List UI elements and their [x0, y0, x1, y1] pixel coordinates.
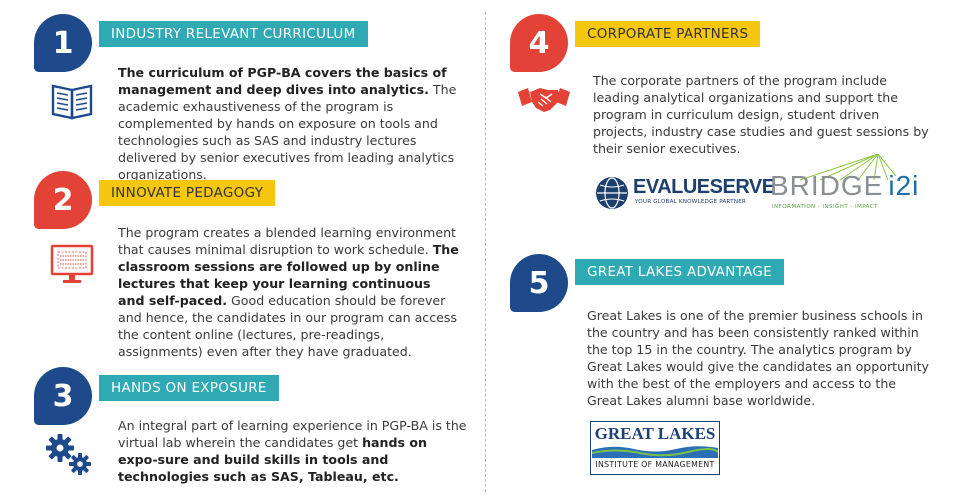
section-3-title: HANDS ON EXPOSURE	[99, 375, 279, 401]
speech-bubble-shape	[34, 367, 92, 425]
bridgei2i-wordmark: BRIDGE i2i	[770, 170, 919, 202]
section-1-number: 1	[52, 25, 74, 61]
great-lakes-tagline: INSTITUTE OF MANAGEMENT	[595, 460, 715, 469]
section-2-text-bold: The classroom sessions are followed up b…	[118, 242, 459, 308]
section-5-title: GREAT LAKES ADVANTAGE	[575, 259, 784, 285]
handshake-icon	[516, 82, 572, 120]
speech-bubble-shape	[510, 254, 568, 312]
speech-bubble-shape	[34, 171, 92, 229]
section-1-text: The academic exhaustiveness of the progr…	[118, 82, 457, 182]
section-2-title: INNOVATE PEDAGOGY	[99, 180, 276, 206]
section-4-title: CORPORATE PARTNERS	[575, 21, 761, 47]
section-5-text: Great Lakes is one of the premier busine…	[587, 308, 929, 408]
gears-icon	[44, 432, 96, 482]
wave-icon	[592, 446, 718, 458]
section-3-number-badge: 3	[34, 367, 92, 425]
section-1-number-badge: 1	[34, 14, 92, 72]
section-2-number-badge: 2	[34, 171, 92, 229]
speech-bubble-shape	[34, 14, 92, 72]
speech-bubble-shape	[510, 14, 568, 72]
section-3-number: 3	[52, 378, 74, 414]
book-icon	[50, 84, 94, 124]
section-5-body: Great Lakes is one of the premier busine…	[587, 307, 932, 409]
light-rays-icon	[799, 154, 897, 181]
section-2-text-1: The program creates a blended learning e…	[118, 225, 456, 257]
great-lakes-logo: GREAT LAKES INSTITUTE OF MANAGEMENT	[590, 421, 720, 475]
section-3-body: An integral part of learning experience …	[118, 417, 468, 485]
section-5-number: 5	[528, 265, 550, 301]
evalueserve-tagline: YOUR GLOBAL KNOWLEDGE PARTNER	[635, 199, 747, 205]
section-4-text: The corporate partners of the program in…	[593, 73, 929, 156]
section-3-text: An integral part of learning experience …	[118, 418, 467, 450]
section-1-text-bold: The curriculum of PGP-BA covers the basi…	[118, 65, 447, 97]
section-3-text-bold: hands on expo-sure and build skills in t…	[118, 435, 428, 484]
globe-icon	[596, 177, 628, 209]
great-lakes-wordmark: GREAT LAKES	[594, 424, 716, 443]
section-2-number: 2	[52, 182, 74, 218]
section-5-number-badge: 5	[510, 254, 568, 312]
evalueserve-logo: EVALUESERVE YOUR GLOBAL KNOWLEDGE PARTNE…	[595, 174, 775, 212]
monitor-icon	[50, 244, 94, 290]
i2i-text: i2i	[888, 170, 920, 201]
section-4-number: 4	[528, 25, 550, 61]
section-1-body: The curriculum of PGP-BA covers the basi…	[118, 64, 468, 183]
bridge-text: BRIDGE	[770, 170, 884, 201]
section-4-number-badge: 4	[510, 14, 568, 72]
evalueserve-wordmark: EVALUESERVE	[633, 176, 775, 198]
section-1-title: INDUSTRY RELEVANT CURRICULUM	[99, 21, 368, 47]
bridgei2i-tagline: INFORMATION - INSIGHT - IMPACT	[772, 204, 878, 210]
section-2-body: The program creates a blended learning e…	[118, 224, 460, 360]
section-4-body: The corporate partners of the program in…	[593, 72, 933, 157]
section-2-text-2: Good education should be forever and hen…	[118, 293, 458, 359]
column-divider	[485, 12, 486, 492]
bridgei2i-logo: BRIDGE i2i INFORMATION - INSIGHT - IMPACT	[770, 154, 918, 214]
